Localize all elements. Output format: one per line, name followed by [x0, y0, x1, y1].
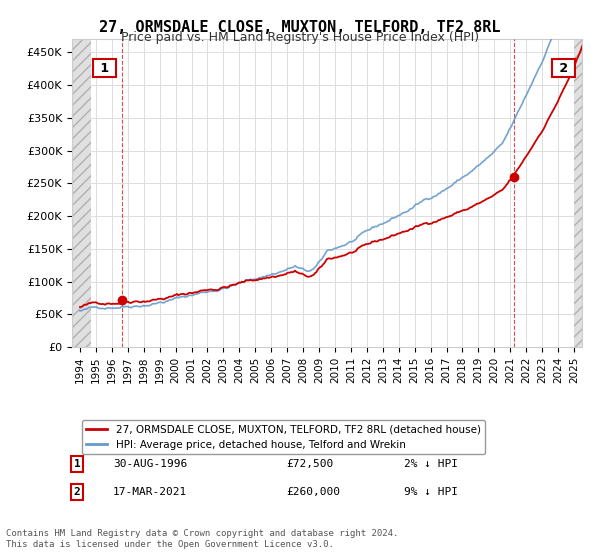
Text: 17-MAR-2021: 17-MAR-2021 — [113, 487, 187, 497]
Text: £260,000: £260,000 — [286, 487, 340, 497]
Text: 2: 2 — [555, 62, 572, 75]
Bar — [72, 39, 91, 347]
Text: 1: 1 — [96, 62, 113, 75]
Text: 27, ORMSDALE CLOSE, MUXTON, TELFORD, TF2 8RL: 27, ORMSDALE CLOSE, MUXTON, TELFORD, TF2… — [99, 20, 501, 35]
Text: 9% ↓ HPI: 9% ↓ HPI — [404, 487, 458, 497]
Text: Contains HM Land Registry data © Crown copyright and database right 2024.
This d: Contains HM Land Registry data © Crown c… — [6, 529, 398, 549]
Text: 30-AUG-1996: 30-AUG-1996 — [113, 459, 187, 469]
Text: 1: 1 — [74, 459, 80, 469]
Text: 2: 2 — [74, 487, 80, 497]
Legend: 27, ORMSDALE CLOSE, MUXTON, TELFORD, TF2 8RL (detached house), HPI: Average pric: 27, ORMSDALE CLOSE, MUXTON, TELFORD, TF2… — [82, 420, 485, 454]
Text: £72,500: £72,500 — [286, 459, 334, 469]
Text: 2% ↓ HPI: 2% ↓ HPI — [404, 459, 458, 469]
Text: Price paid vs. HM Land Registry's House Price Index (HPI): Price paid vs. HM Land Registry's House … — [121, 31, 479, 44]
Bar — [574, 39, 582, 347]
